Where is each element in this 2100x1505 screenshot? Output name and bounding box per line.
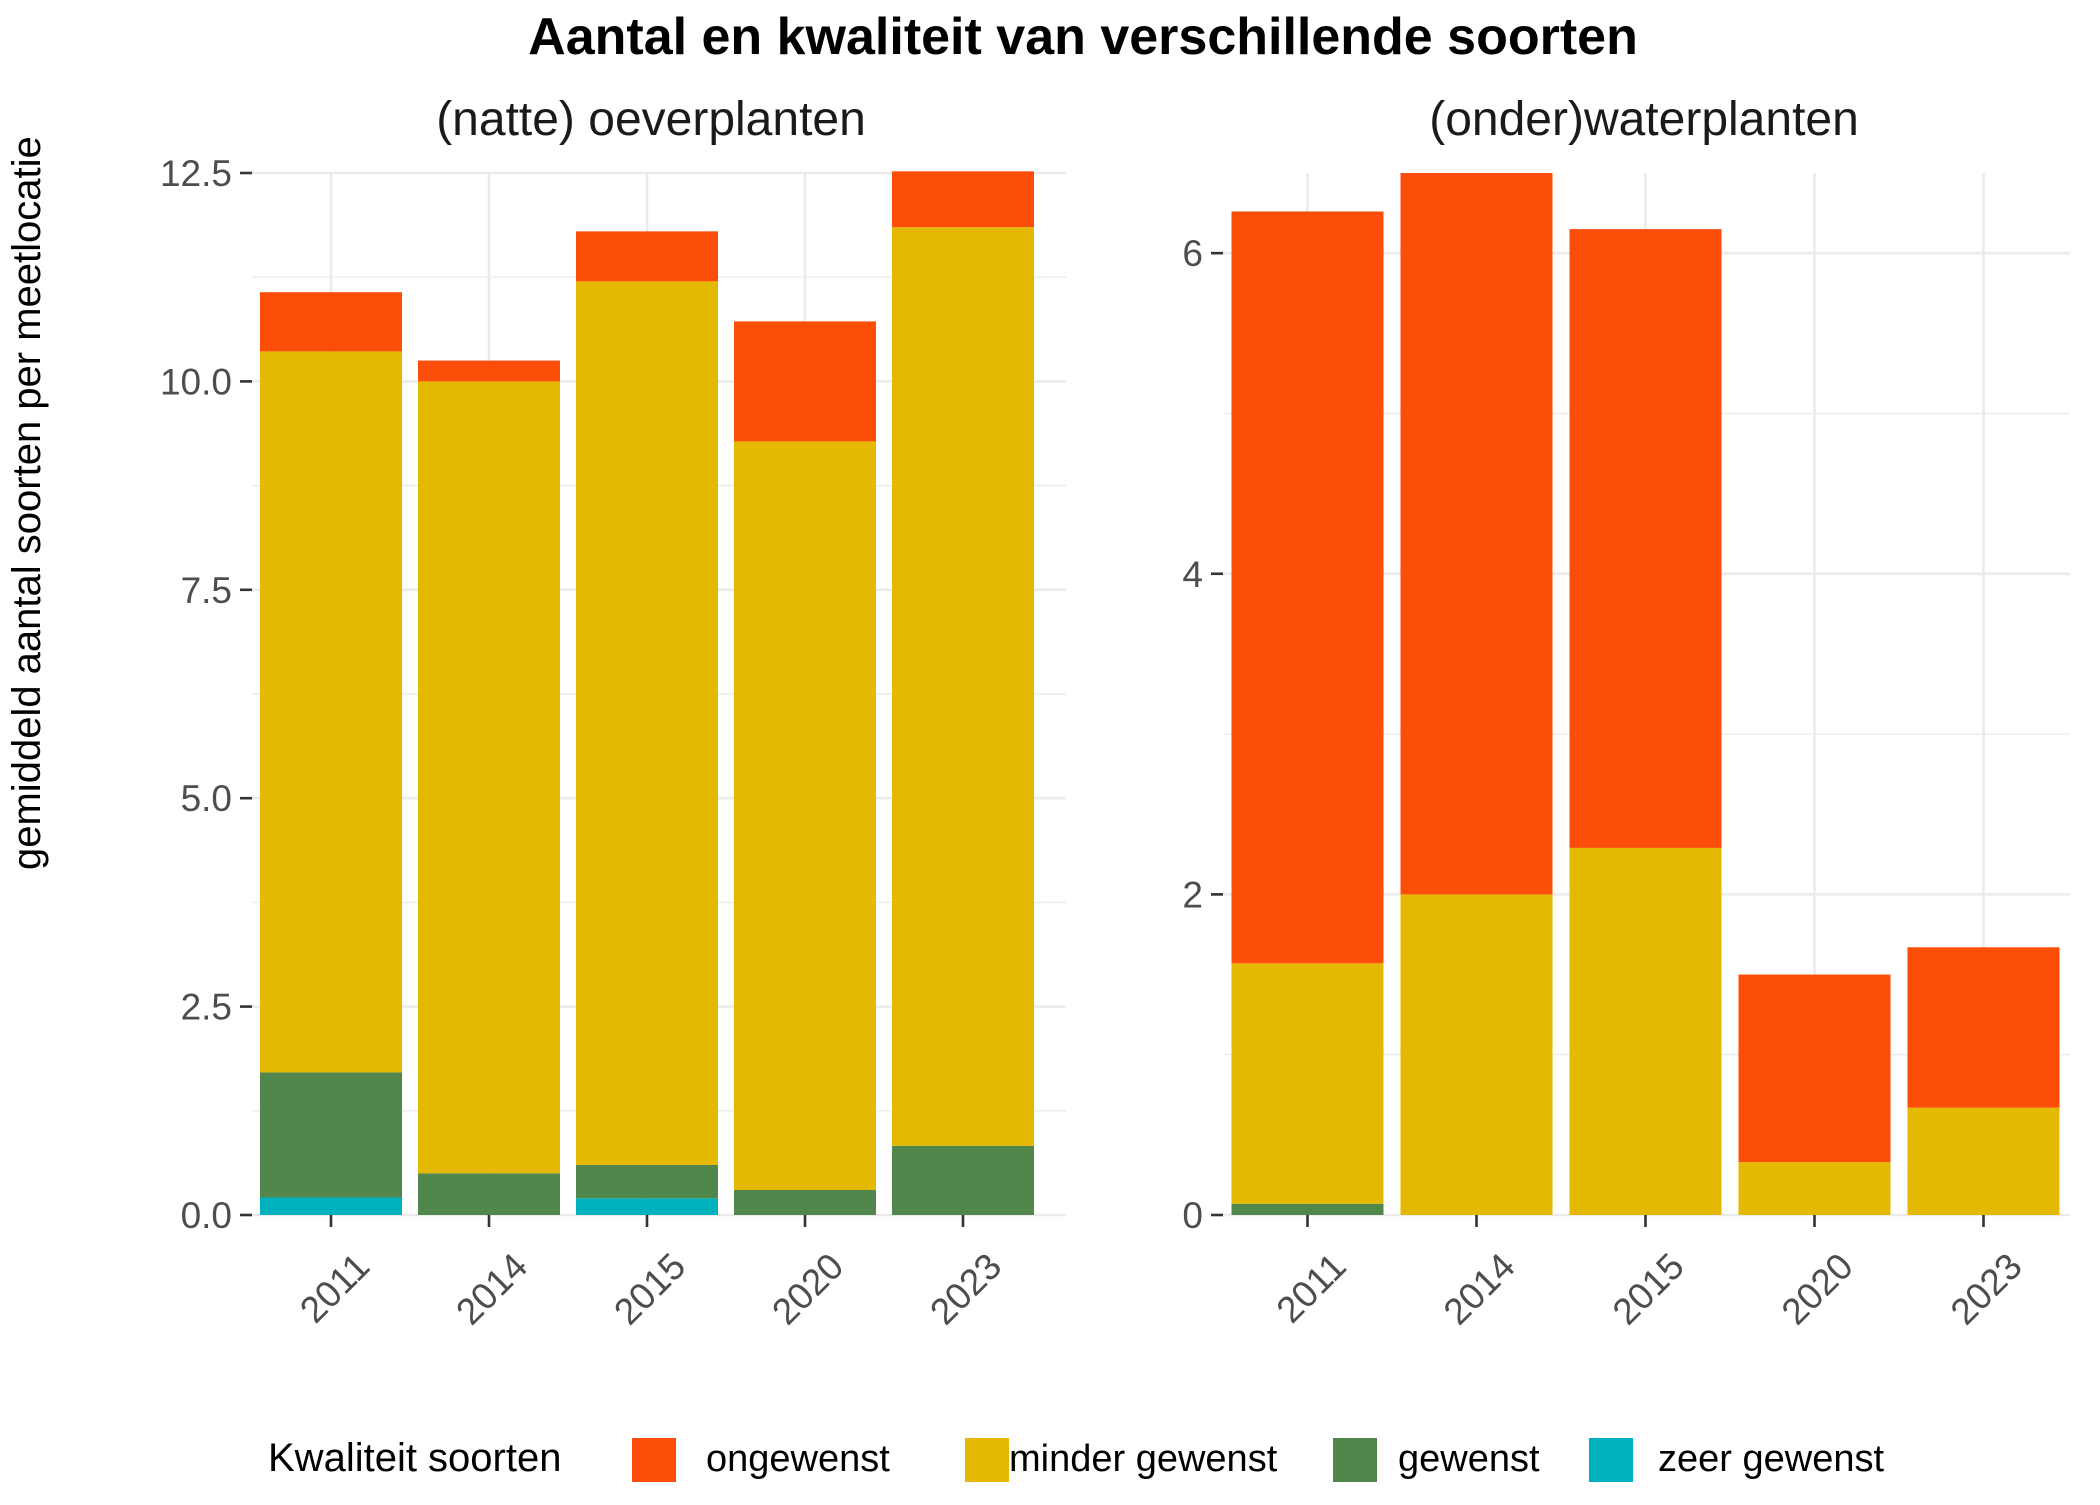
panel-title-oeverplanten: (natte) oeverplanten: [436, 93, 866, 146]
bar-gewenst-2020: [734, 1189, 876, 1215]
legend-label-zeer-gewenst: zeer gewenst: [1658, 1438, 1884, 1480]
y-tick-label: 10.0: [160, 361, 232, 402]
bar-zeer-gewenst-2011: [260, 1197, 402, 1215]
y-tick-label: 12.5: [160, 153, 232, 194]
bar-stack-2023: [892, 171, 1034, 1215]
bar-stack-2015: [576, 231, 718, 1215]
bar-gewenst-2011: [260, 1072, 402, 1198]
bar-ongewenst-2014: [418, 360, 560, 382]
bar-stack-2011: [260, 292, 402, 1215]
y-axis-label: gemiddeld aantal soorten per meetlocatie: [5, 136, 49, 870]
bar-gewenst-2014: [418, 1173, 560, 1215]
bar-ongewenst-2011: [1231, 211, 1384, 964]
bar-stack-2020: [734, 321, 876, 1215]
bar-gewenst-2011: [1231, 1203, 1384, 1215]
bar-ongewenst-2023: [892, 171, 1034, 228]
bar-ongewenst-2015: [576, 231, 718, 282]
bar-stack-2015: [1569, 229, 1722, 1215]
bar-minder-gewenst-2015: [1569, 847, 1722, 1215]
y-tick-label: 2: [1182, 874, 1203, 915]
y-tick-label: 0.0: [181, 1195, 232, 1236]
legend-label-gewenst: gewenst: [1398, 1438, 1540, 1480]
bar-minder-gewenst-2020: [1738, 1162, 1891, 1215]
bar-stack-2014: [418, 360, 560, 1215]
y-tick-label: 7.5: [181, 570, 232, 611]
bar-minder-gewenst-2020: [734, 441, 876, 1190]
bar-minder-gewenst-2011: [260, 351, 402, 1073]
legend-key-minder-gewenst: [965, 1438, 1009, 1482]
bar-minder-gewenst-2023: [892, 227, 1034, 1146]
bar-stack-2011: [1231, 211, 1384, 1215]
y-tick-label: 4: [1182, 554, 1203, 595]
panel-title-waterplanten: (onder)waterplanten: [1429, 93, 1859, 146]
legend-label-ongewenst: ongewenst: [706, 1438, 890, 1480]
bar-minder-gewenst-2011: [1231, 963, 1384, 1204]
chart-title: Aantal en kwaliteit van verschillende so…: [528, 8, 1638, 66]
legend-key-zeer-gewenst: [1589, 1438, 1633, 1482]
legend: Kwaliteit soorten ongewenst minder gewen…: [268, 1436, 1884, 1482]
bar-gewenst-2015: [576, 1164, 718, 1199]
bar-minder-gewenst-2023: [1907, 1107, 2060, 1215]
bar-ongewenst-2015: [1569, 229, 1722, 848]
bar-ongewenst-2011: [260, 292, 402, 352]
bar-stack-2020: [1738, 974, 1891, 1215]
bar-gewenst-2023: [892, 1145, 1034, 1215]
legend-label-minder-gewenst: minder gewenst: [1009, 1438, 1278, 1480]
y-tick-label: 2.5: [181, 987, 232, 1028]
bar-ongewenst-2023: [1907, 947, 2060, 1108]
legend-key-gewenst: [1333, 1438, 1377, 1482]
bar-stack-2014: [1400, 173, 1553, 1215]
bar-minder-gewenst-2014: [418, 381, 560, 1174]
bar-stack-2023: [1907, 947, 2060, 1215]
y-tick-label: 5.0: [181, 778, 232, 819]
bar-minder-gewenst-2014: [1400, 894, 1553, 1215]
y-tick-label: 0: [1182, 1195, 1203, 1236]
legend-key-ongewenst: [632, 1438, 676, 1482]
bar-ongewenst-2020: [734, 321, 876, 442]
bar-minder-gewenst-2015: [576, 281, 718, 1165]
bar-ongewenst-2014: [1400, 173, 1553, 895]
panel-oeverplanten: (natte) oeverplanten 0.0 2.5 5.0 7.5 10.0 12.…: [160, 93, 1066, 1333]
bar-zeer-gewenst-2015: [576, 1198, 718, 1215]
legend-title: Kwaliteit soorten: [268, 1436, 561, 1480]
bar-ongewenst-2020: [1738, 974, 1891, 1163]
y-tick-label: 6: [1182, 233, 1203, 274]
